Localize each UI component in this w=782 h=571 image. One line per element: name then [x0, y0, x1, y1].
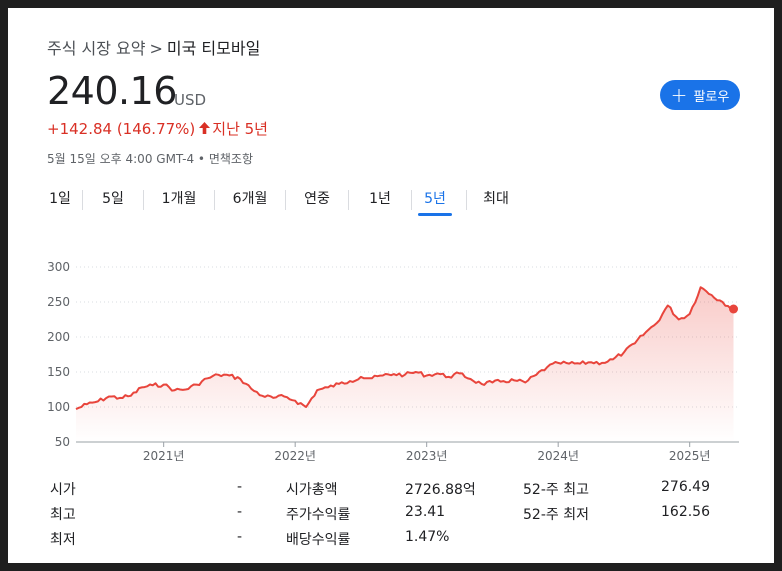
- y-tick-label: 200: [47, 330, 70, 344]
- tab-divider: [348, 190, 349, 210]
- y-tick-label: 50: [55, 435, 70, 449]
- price-line: [75, 286, 734, 411]
- x-tick-label: 2022년: [274, 449, 316, 463]
- stats-table: 시가 - 시가총액 2726.88억 52-주 최고 276.49 최고 - 주…: [50, 476, 750, 551]
- breadcrumb-current: 미국 티모바일: [166, 39, 261, 58]
- stat-value: 23.41: [405, 504, 446, 520]
- stat-label: 최고: [50, 507, 76, 523]
- stat-value: -: [237, 529, 243, 545]
- range-tabs: 1일 5일 1개월 6개월 연중 1년 5년 최대: [38, 182, 525, 216]
- stat-label: 시가총액: [286, 482, 338, 498]
- stats-row: 최고 - 주가수익률 23.41 52-주 최저 162.56: [50, 501, 750, 526]
- stat-label: 52-주 최저: [523, 507, 589, 523]
- stat-value: -: [237, 479, 243, 495]
- stat-label: 주가수익률: [286, 507, 351, 523]
- breadcrumb: 주식 시장 요약 > 미국 티모바일: [47, 35, 260, 59]
- x-tick-label: 2024년: [537, 449, 579, 463]
- stat-label: 52-주 최고: [523, 482, 589, 498]
- change-period: 지난 5년: [212, 120, 268, 138]
- stats-row: 최저 - 배당수익률 1.47%: [50, 526, 750, 551]
- plus-icon: +: [670, 83, 688, 107]
- quote-timestamp: 5월 15일 오후 4:00 GMT-4 • 면책조항: [47, 152, 253, 166]
- breadcrumb-separator: >: [149, 39, 163, 58]
- tab-1y[interactable]: 1년: [369, 191, 391, 207]
- tab-1d[interactable]: 1일: [49, 191, 71, 207]
- tab-ytd[interactable]: 연중: [304, 191, 330, 207]
- tab-6m[interactable]: 6개월: [232, 191, 268, 207]
- stat-value: 276.49: [661, 479, 710, 495]
- change-value: +142.84 (146.77%): [47, 120, 196, 138]
- y-tick-label: 150: [47, 365, 70, 379]
- tab-divider: [82, 190, 83, 210]
- tab-divider: [285, 190, 286, 210]
- tab-divider: [411, 190, 412, 210]
- stock-card: 주식 시장 요약 > 미국 티모바일 240.16 USD + 팔로우 +142.8…: [8, 8, 774, 563]
- breadcrumb-parent[interactable]: 주식 시장 요약: [47, 39, 146, 58]
- x-tick-label: 2021년: [143, 449, 185, 463]
- stat-value: -: [237, 504, 243, 520]
- tab-5y[interactable]: 5년: [418, 182, 452, 216]
- stock-price: 240.16: [47, 69, 177, 113]
- x-tick-label: 2025년: [669, 449, 711, 463]
- y-tick-label: 250: [47, 295, 70, 309]
- tab-divider: [143, 190, 144, 210]
- currency-label: USD: [174, 91, 207, 109]
- stat-value: 2726.88억: [405, 482, 476, 498]
- stat-label: 최저: [50, 532, 76, 548]
- arrow-up-icon: [199, 120, 211, 138]
- stat-value: 162.56: [661, 504, 710, 520]
- stat-value: 1.47%: [405, 529, 450, 545]
- stat-label: 배당수익률: [286, 532, 351, 548]
- y-tick-label: 300: [47, 260, 70, 274]
- stats-row: 시가 - 시가총액 2726.88억 52-주 최고 276.49: [50, 476, 750, 501]
- price-chart[interactable]: 300 250 200 150 100 50 2021년 2022년 2023년 2024년 202…: [8, 243, 774, 463]
- price-area: [76, 287, 734, 442]
- follow-label: 팔로우: [693, 89, 730, 105]
- current-price-dot: [729, 304, 739, 314]
- follow-button[interactable]: + 팔로우: [660, 80, 740, 110]
- y-tick-label: 100: [47, 400, 70, 414]
- tab-divider: [466, 190, 467, 210]
- tab-divider: [214, 190, 215, 210]
- stat-label: 시가: [50, 482, 76, 498]
- tab-5d[interactable]: 5일: [102, 191, 124, 207]
- price-change: +142.84 (146.77%) 지난 5년: [47, 118, 268, 139]
- x-tick-label: 2023년: [406, 449, 448, 463]
- tab-1m[interactable]: 1개월: [161, 191, 197, 207]
- tab-max[interactable]: 최대: [483, 191, 509, 207]
